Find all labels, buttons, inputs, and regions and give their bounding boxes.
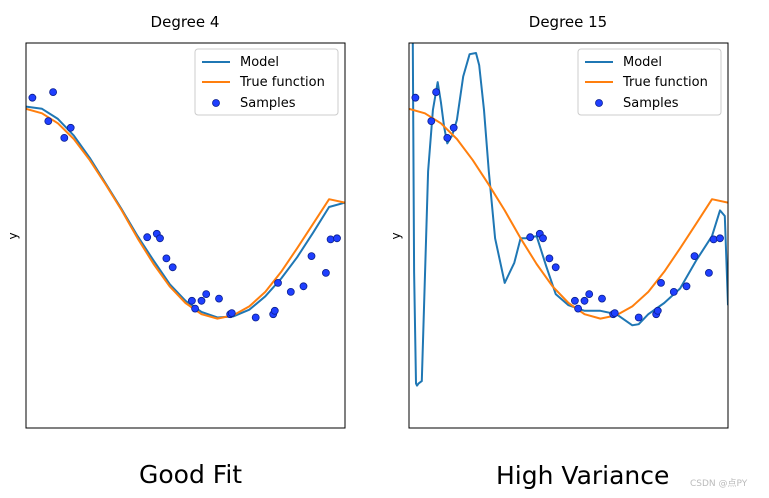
legend-samples-label: Samples <box>623 96 679 111</box>
sample-point <box>66 123 75 132</box>
sample-point <box>653 306 662 315</box>
sample-point <box>191 304 200 313</box>
sample-point <box>443 133 452 142</box>
caption-good-fit: Good Fit <box>139 460 243 489</box>
panel-degree-4: Degree 4 y Model True function Samples <box>6 13 346 429</box>
sample-point <box>657 278 665 287</box>
legend-model-label: Model <box>623 55 662 70</box>
sample-point <box>197 296 206 305</box>
sample-point <box>427 117 436 125</box>
sample-point <box>168 263 177 272</box>
sample-point <box>545 254 554 263</box>
sample-point <box>321 268 330 277</box>
sample-point <box>580 296 589 305</box>
true-function-line <box>409 107 728 320</box>
sample-point <box>526 233 535 242</box>
caption-high-variance: High Variance <box>496 461 670 490</box>
sample-point <box>162 254 171 263</box>
watermark: CSDN @点PY <box>690 479 748 489</box>
sample-point <box>634 313 643 322</box>
sample-point <box>333 234 341 243</box>
sample-point <box>299 282 308 291</box>
legend-true-label: True function <box>622 75 708 90</box>
sample-point <box>539 234 547 243</box>
sample-point <box>432 88 441 96</box>
sample-point <box>598 294 606 303</box>
sample-point <box>60 133 69 142</box>
legend-samples-label: Samples <box>240 96 296 111</box>
sample-point <box>143 233 152 242</box>
legend-samples-marker <box>595 99 603 107</box>
axes-frame <box>25 42 346 429</box>
axes-frame <box>408 42 729 429</box>
sample-point <box>690 252 699 261</box>
sample-point <box>709 235 718 244</box>
legend-true-label: True function <box>239 75 325 90</box>
legend: Model True function Samples <box>194 48 339 116</box>
plot-area <box>26 88 345 322</box>
sample-point <box>28 93 37 102</box>
sample-point <box>270 306 279 315</box>
plot-area <box>409 43 728 387</box>
sample-point <box>227 309 236 318</box>
legend-box <box>577 48 722 116</box>
y-axis-label: y <box>6 232 20 239</box>
sample-point <box>202 290 211 299</box>
sample-point <box>44 117 53 125</box>
model-line <box>26 105 345 319</box>
panel-degree-15: Degree 15 y Model True function Samples <box>389 13 729 429</box>
sample-point <box>274 278 282 287</box>
sample-point <box>156 234 164 243</box>
sample-point <box>551 263 560 272</box>
sample-point <box>682 282 691 291</box>
sample-point <box>215 294 223 303</box>
sample-point <box>574 304 582 313</box>
sample-point <box>307 252 316 261</box>
legend: Model True function Samples <box>577 48 722 116</box>
sample-point <box>585 290 594 299</box>
sample-point <box>716 234 724 243</box>
sample-point <box>411 93 420 102</box>
sample-point <box>286 287 295 296</box>
true-function-line <box>26 107 345 320</box>
sample-point <box>571 296 579 305</box>
legend-box <box>194 48 339 116</box>
sample-point <box>705 268 713 277</box>
chart-title: Degree 4 <box>151 13 220 31</box>
chart-title: Degree 15 <box>529 13 607 31</box>
legend-model-label: Model <box>240 55 279 70</box>
sample-point <box>669 287 678 296</box>
legend-samples-marker <box>212 99 220 107</box>
y-axis-label: y <box>389 232 403 239</box>
sample-point <box>326 235 335 244</box>
sample-point <box>49 88 57 96</box>
sample-point <box>251 313 260 322</box>
sample-point <box>187 296 196 305</box>
sample-point <box>610 309 619 318</box>
sample-point <box>449 123 458 132</box>
